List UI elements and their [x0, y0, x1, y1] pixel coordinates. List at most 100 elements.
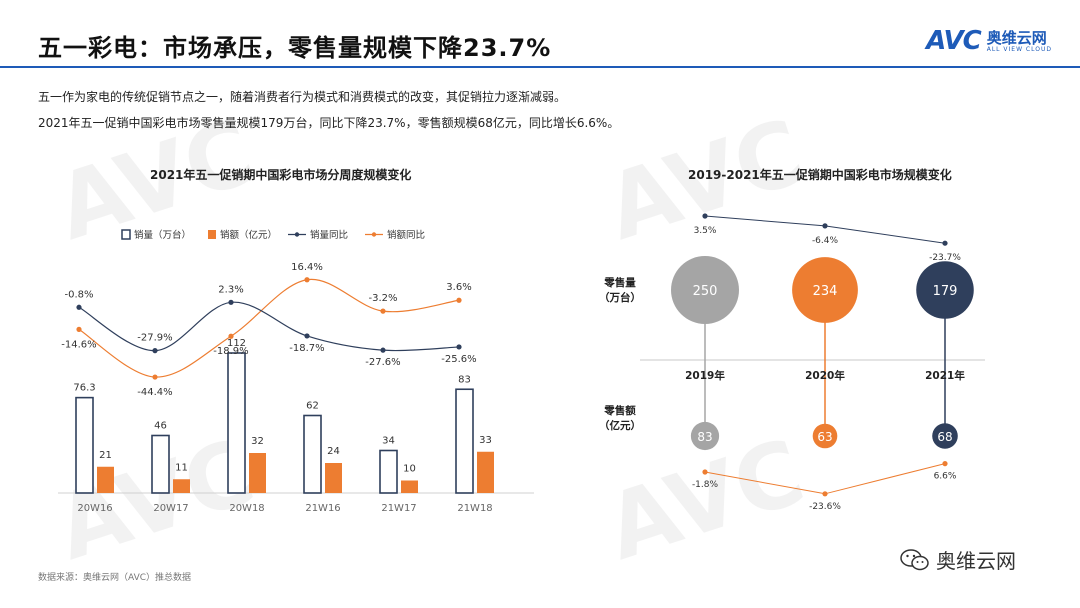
point-volume-yoy-21W16	[304, 333, 310, 339]
bubble-label-revenue-2020年: 63	[817, 430, 832, 444]
bar-revenue-21W18	[477, 451, 494, 493]
year-label-2020年: 2020年	[805, 369, 845, 382]
point-volume-yoy-20W18	[228, 299, 234, 305]
wechat-badge: 奥维云网	[900, 545, 1016, 574]
line-revenue-yoy-yearly	[704, 463, 946, 495]
point-label-revenue-yoy-21W18: 3.6%	[446, 282, 471, 293]
bubble-label-volume-2019年: 250	[693, 284, 718, 299]
bubble-revenue-2021年	[932, 423, 958, 449]
avc-logo: AVC 奥维云网 ALL VIEW CLOUD	[926, 26, 1052, 56]
bar-label-revenue-21W17: 10	[403, 464, 416, 475]
bar-revenue-21W16	[325, 463, 342, 493]
legend-marker-volume-yoy	[294, 232, 300, 237]
bar-label-volume-21W16: 62	[306, 401, 319, 412]
bubble-volume-2019年	[671, 256, 739, 324]
legend-swatch-revenue	[208, 230, 216, 239]
legend-swatch-volume	[121, 229, 131, 240]
label-revenue-yoy-2021年: 6.6%	[934, 472, 957, 482]
point-label-volume-yoy-21W18: -25.6%	[441, 354, 476, 365]
point-volume-yoy-2019年	[702, 213, 708, 219]
bar-volume-20W18	[227, 352, 246, 494]
x-tick-label-20W17: 20W17	[153, 503, 188, 514]
legend-label-revenue: 销额（亿元）	[220, 229, 277, 241]
point-label-volume-yoy-21W17: -27.6%	[365, 357, 400, 368]
label-revenue-yoy-2019年: -1.8%	[692, 480, 719, 490]
legend-marker-revenue-yoy	[371, 232, 377, 237]
label-volume-yoy-2020年: -6.4%	[812, 236, 839, 246]
left-chart-title: 2021年五一促销期中国彩电市场分周度规模变化	[150, 168, 412, 182]
bar-revenue-21W17	[401, 480, 418, 493]
revenue-row-label: 零售额	[603, 404, 636, 417]
intro-line-2: 2021年五一促销中国彩电市场零售量规模179万台，同比下降23.7%，零售额规…	[38, 116, 620, 130]
x-tick-label-20W18: 20W18	[229, 503, 264, 514]
header-divider	[0, 66, 1080, 68]
bubble-volume-2020年	[792, 257, 858, 323]
point-revenue-yoy-2019年	[702, 469, 708, 475]
bar-volume-20W17	[151, 434, 170, 494]
bar-label-volume-20W16: 76.3	[73, 383, 95, 394]
volume-row-unit: （万台）	[599, 291, 641, 304]
wechat-account-name: 奥维云网	[936, 549, 1016, 573]
point-label-volume-yoy-21W16: -18.7%	[289, 343, 324, 354]
point-revenue-yoy-20W17	[152, 374, 158, 380]
point-revenue-yoy-2021年	[942, 461, 948, 467]
bar-revenue-20W18	[249, 453, 266, 493]
point-volume-yoy-21W18	[456, 344, 462, 350]
bubble-label-revenue-2019年: 83	[697, 430, 712, 444]
bar-volume-21W16	[303, 414, 322, 494]
bubble-revenue-2020年	[812, 423, 838, 449]
label-volume-yoy-2019年: 3.5%	[694, 226, 717, 236]
year-label-2021年: 2021年	[925, 369, 965, 382]
point-revenue-yoy-20W18	[228, 333, 234, 339]
weekly-chart: 销量（万台） 销额（亿元） 销量同比 销额同比 76.3 21 20W16 46 11 20W17…	[58, 229, 534, 514]
bar-volume-21W17	[379, 449, 398, 494]
intro-line-1: 五一作为家电的传统促销节点之一，随着消费者行为模式和消费模式的改变，其促销拉力逐…	[38, 90, 567, 104]
bar-revenue-20W16	[97, 466, 114, 493]
bar-label-volume-20W18: 112	[227, 338, 246, 349]
label-revenue-yoy-2020年: -23.6%	[809, 502, 841, 512]
bar-revenue-20W17	[173, 479, 190, 493]
logo-english-name: ALL VIEW CLOUD	[986, 45, 1052, 53]
point-volume-yoy-2021年	[942, 240, 948, 246]
legend-label-revenue-yoy: 销额同比	[387, 229, 425, 241]
volume-row-label: 零售量	[603, 276, 636, 289]
bar-label-revenue-20W17: 11	[175, 462, 188, 473]
bubble-label-volume-2021年: 179	[933, 284, 958, 299]
point-revenue-yoy-21W18	[456, 297, 462, 303]
year-label-2019年: 2019年	[685, 369, 725, 382]
point-label-revenue-yoy-20W16: -14.6%	[61, 339, 96, 350]
bubble-label-revenue-2021年: 68	[937, 430, 952, 444]
point-volume-yoy-21W17	[380, 347, 386, 353]
x-tick-label-20W16: 20W16	[77, 503, 112, 514]
bar-label-volume-21W18: 83	[458, 374, 471, 385]
logo-chinese-name: 奥维云网	[986, 28, 1047, 47]
point-label-revenue-yoy-21W16: 16.4%	[291, 262, 323, 273]
label-volume-yoy-2021年: -23.7%	[929, 253, 961, 263]
point-label-volume-yoy-20W18: 2.3%	[218, 284, 243, 295]
line-volume-yoy	[78, 301, 460, 352]
point-label-volume-yoy-20W17: -27.9%	[137, 333, 172, 344]
x-tick-label-21W17: 21W17	[381, 503, 416, 514]
bar-label-volume-21W17: 34	[382, 436, 395, 447]
point-revenue-yoy-21W17	[380, 308, 386, 314]
bar-label-revenue-20W16: 21	[99, 450, 112, 461]
bar-volume-20W16	[75, 396, 94, 494]
point-volume-yoy-20W17	[152, 348, 158, 354]
right-chart-title: 2019-2021年五一促销期中国彩电市场规模变化	[688, 168, 952, 182]
data-source-note: 数据来源：奥维云网（AVC）推总数据	[38, 573, 192, 583]
bubble-revenue-2019年	[690, 421, 720, 451]
bar-label-revenue-21W18: 33	[479, 435, 492, 446]
page-title: 五一彩电：市场承压，零售量规模下降23.7%	[38, 34, 552, 62]
bubble-volume-2021年	[916, 261, 974, 319]
point-label-revenue-yoy-21W17: -3.2%	[368, 293, 397, 304]
bar-label-volume-20W17: 46	[154, 421, 167, 432]
legend-label-volume: 销量（万台）	[134, 229, 191, 241]
legend-label-volume-yoy: 销量同比	[310, 229, 348, 241]
logo-mark: AVC	[926, 26, 982, 56]
point-label-revenue-yoy-20W17: -44.4%	[137, 387, 172, 398]
wechat-icon	[900, 548, 929, 570]
point-volume-yoy-2020年	[822, 223, 828, 229]
point-revenue-yoy-21W16	[304, 277, 310, 283]
x-tick-label-21W18: 21W18	[457, 503, 492, 514]
point-label-volume-yoy-20W16: -0.8%	[64, 289, 93, 300]
